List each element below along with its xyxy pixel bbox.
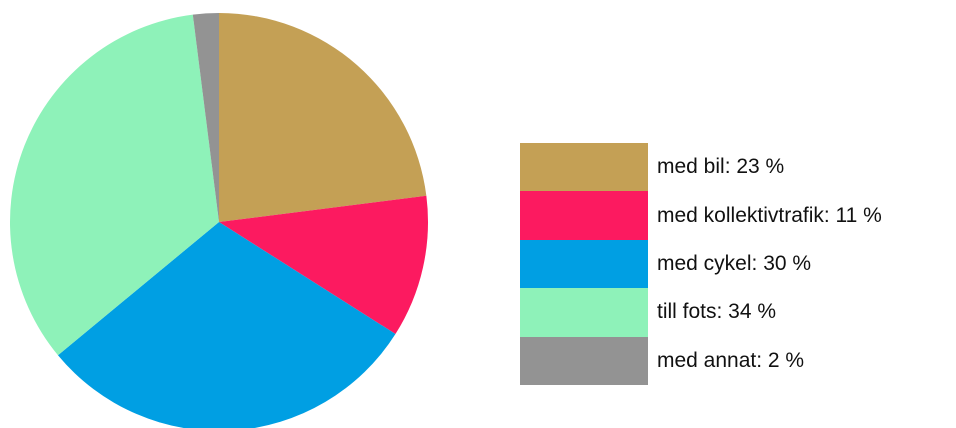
legend-swatch — [520, 143, 648, 192]
pie-slice-0 — [219, 13, 427, 222]
legend-item: med kollektivtrafik: 11 % — [520, 191, 882, 240]
legend-swatch — [520, 288, 648, 337]
legend-label: med kollektivtrafik: 11 % — [657, 203, 882, 227]
legend-swatch — [520, 336, 648, 385]
legend: med bil: 23 % med kollektivtrafik: 11 % me… — [520, 143, 882, 385]
pie-slice-4 — [192, 13, 219, 222]
legend-item: till fots: 34 % — [520, 288, 882, 337]
pie-chart — [9, 13, 428, 428]
legend-label: med annat: 2 % — [657, 348, 805, 372]
legend-label: med bil: 23 % — [657, 155, 785, 179]
legend-label: till fots: 34 % — [657, 300, 777, 324]
pie-slice-2 — [57, 222, 396, 428]
pie-slice-3 — [9, 14, 220, 356]
legend-item: med bil: 23 % — [520, 143, 882, 192]
pie-slice-1 — [219, 195, 428, 334]
legend-swatch — [520, 191, 648, 240]
legend-item: med annat: 2 % — [520, 336, 882, 385]
legend-label: med cykel: 30 % — [657, 251, 812, 275]
legend-item: med cykel: 30 % — [520, 239, 882, 289]
legend-swatch — [520, 239, 648, 289]
